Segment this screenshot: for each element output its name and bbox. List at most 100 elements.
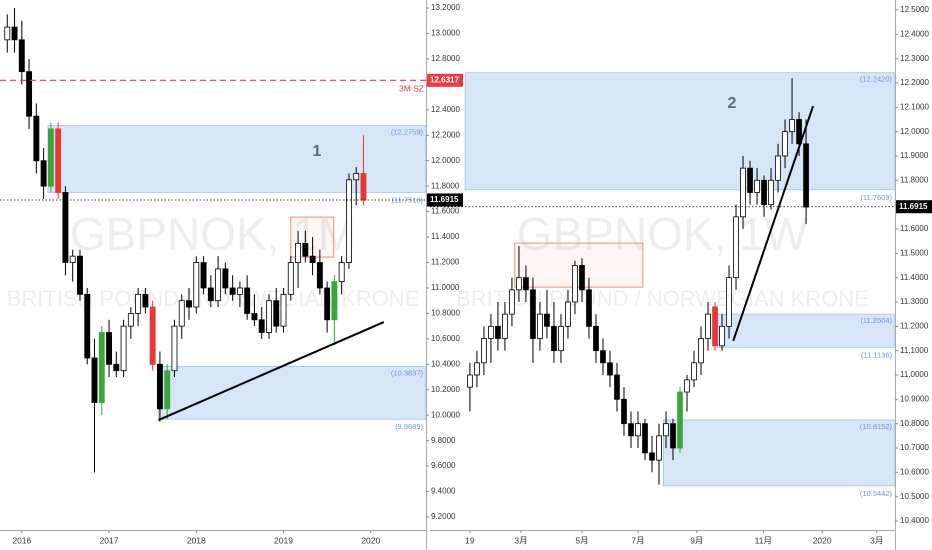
zone [464, 72, 896, 191]
current-price-label: 11.6915 [899, 202, 928, 211]
candle-body [98, 332, 105, 403]
x-tick-label: 2018 [187, 535, 206, 545]
candle-body [691, 362, 697, 381]
candle-body [551, 325, 557, 352]
x-tick-label: 3月 [514, 535, 527, 545]
candle-body [621, 398, 627, 425]
y-tick-label: 10.4000 [431, 359, 460, 368]
candle-body [488, 325, 494, 339]
candle-body [719, 325, 725, 347]
annotation: 1 [313, 143, 322, 160]
candle-body [193, 262, 200, 308]
zone-label: (11.1136) [861, 350, 892, 359]
y-tick-label: 10.6000 [431, 334, 460, 343]
candle-body [656, 435, 662, 461]
candle-body [502, 313, 508, 339]
candle-body [215, 268, 222, 302]
candle-body [579, 265, 585, 291]
current-price-tag [896, 200, 932, 214]
candle-body [26, 71, 33, 117]
y-tick-label: 10.6000 [900, 467, 929, 476]
candle-body [768, 179, 774, 206]
y-tick-label: 10.4000 [900, 516, 929, 525]
candle-body [236, 287, 243, 295]
level-value: 12.6317 [430, 75, 459, 84]
candle-body [331, 281, 338, 321]
candle-body [628, 423, 634, 437]
y-tick-label: 11.0000 [431, 283, 460, 292]
x-tick-label: 9月 [690, 535, 703, 545]
candle-body [565, 301, 571, 327]
y-tick-label: 11.4000 [900, 273, 929, 282]
candle-body [705, 313, 711, 339]
candle-body [754, 179, 760, 193]
y-tick-label: 9.8000 [431, 436, 456, 445]
y-tick-label: 12.5000 [900, 5, 929, 14]
candle-body [266, 300, 272, 333]
candle-body [796, 119, 802, 145]
y-tick-label: 11.6000 [900, 224, 929, 233]
candle-body [684, 379, 690, 393]
x-tick-label: 2016 [12, 535, 31, 545]
y-tick-label: 12.4000 [900, 29, 929, 38]
y-tick-label: 13.2000 [431, 3, 460, 12]
candle-body [251, 313, 258, 321]
candle-body [712, 306, 718, 347]
zone-label: (11.2504) [860, 316, 892, 325]
y-tick-label: 12.8000 [431, 54, 460, 63]
candle-body [747, 167, 753, 193]
candle-body [229, 287, 236, 295]
x-tick-label: 2017 [100, 535, 119, 545]
candle-body [186, 300, 192, 308]
candle-body [586, 289, 592, 327]
candle-body [171, 325, 178, 372]
candle-body [537, 313, 543, 339]
zone-label: (10.5442) [860, 489, 893, 498]
candle-body [77, 255, 83, 295]
y-tick-label: 12.3000 [900, 54, 929, 63]
x-tick-label: 2020 [361, 535, 380, 545]
candle-body [84, 293, 91, 359]
y-tick-label: 12.2000 [900, 78, 929, 87]
y-tick-label: 11.9000 [900, 151, 929, 160]
y-tick-label: 11.4000 [431, 232, 460, 241]
candle-body [120, 325, 127, 372]
zone-label: (11.7609) [860, 193, 892, 202]
x-tick-label: 5月 [575, 535, 588, 545]
current-price-label: 11.6915 [430, 195, 459, 204]
candle-body [803, 143, 809, 208]
candle-body [11, 26, 18, 41]
candle-body [164, 370, 171, 410]
x-tick-label: 11月 [755, 535, 772, 545]
candle-body [4, 26, 11, 41]
candle-body [316, 262, 323, 289]
candle-body [244, 287, 251, 314]
watermark-title: GBPNOK, 1W [517, 208, 809, 260]
candle-body [302, 243, 309, 257]
candle-body [635, 423, 641, 437]
y-tick-label: 13.0000 [431, 29, 460, 38]
zone-label: (12.2759) [391, 128, 424, 137]
candle-body [544, 313, 550, 327]
y-tick-label: 11.2000 [900, 321, 929, 330]
y-tick-label: 10.7000 [900, 443, 929, 452]
candle-body [200, 262, 207, 289]
candle-body [18, 39, 25, 73]
candle-body [572, 265, 578, 303]
candle-body [106, 332, 112, 365]
candle-body [91, 357, 98, 403]
x-tick-label: 3月 [870, 535, 883, 545]
candle-body [698, 338, 704, 364]
annotation: 2 [728, 95, 737, 112]
candle-body [149, 306, 156, 365]
x-tick-label: 2020 [813, 535, 832, 545]
candle-body [69, 255, 76, 263]
zone [47, 125, 427, 193]
candle-body [761, 179, 767, 206]
y-tick-label: 11.6000 [431, 207, 460, 216]
candle-body [516, 277, 522, 291]
candle-body [474, 362, 480, 376]
y-tick-label: 12.2000 [431, 130, 460, 139]
candle-body [353, 173, 360, 181]
